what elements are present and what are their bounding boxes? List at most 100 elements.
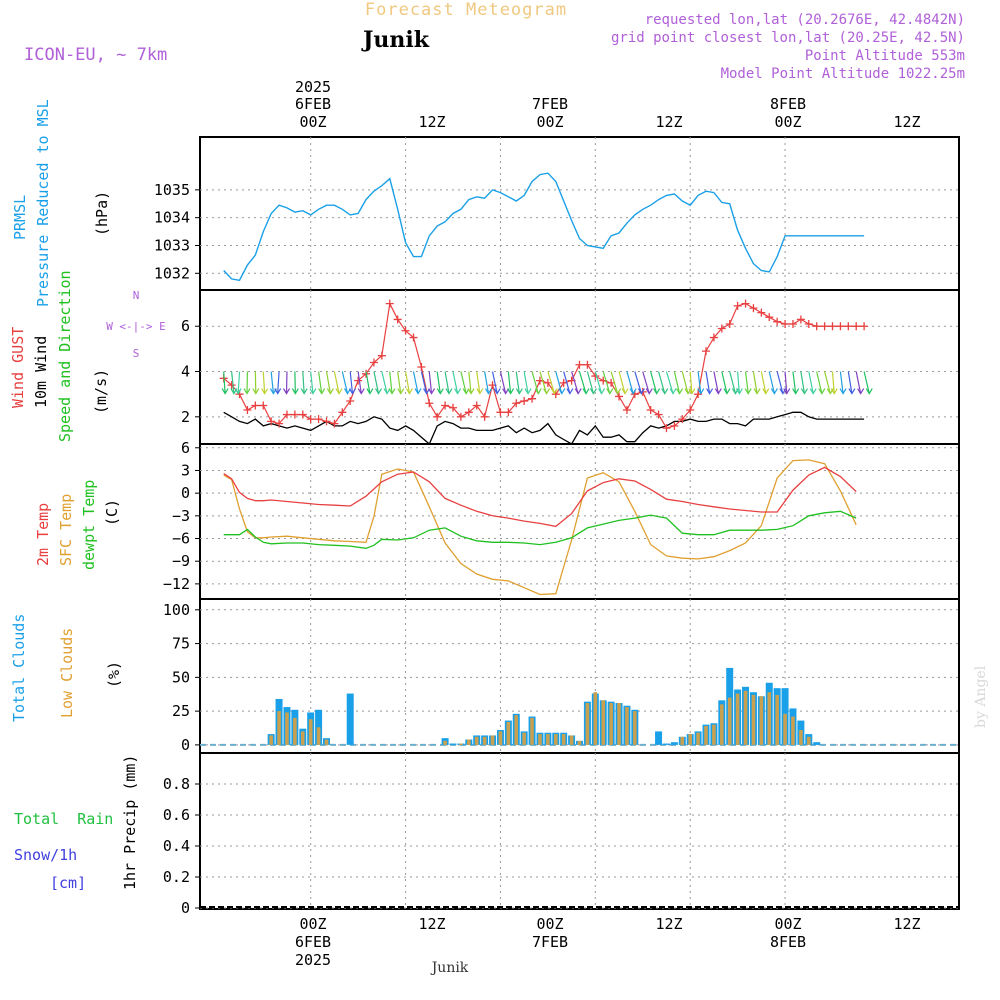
wind-arrow — [507, 371, 512, 394]
low-cloud-bar — [506, 721, 511, 745]
low-cloud-bar — [538, 734, 542, 745]
low-cloud-bar — [443, 740, 447, 745]
dewpt-line — [223, 510, 857, 549]
gust-marker — [480, 412, 489, 421]
low-cloud-bar — [482, 736, 487, 745]
wind-arrow — [420, 371, 428, 394]
wind-arrow — [697, 371, 702, 394]
wind-arrow-head — [839, 388, 847, 395]
wind-arrow — [436, 371, 441, 394]
wind-arrow — [855, 371, 862, 394]
low-cloud-bar — [799, 730, 803, 745]
gust-marker — [338, 408, 347, 417]
low-cloud-bar — [300, 731, 305, 745]
wind-arrow-head — [543, 388, 551, 395]
wind-arrow-head — [507, 388, 515, 395]
top-hour-label: 00Z — [536, 113, 563, 131]
y-tick-label: 0.6 — [163, 806, 190, 824]
top-hour-label: 12Z — [418, 113, 445, 131]
gust-marker — [575, 360, 584, 369]
wind-arrow — [223, 371, 226, 394]
wind-arrow — [231, 371, 235, 394]
gridpoint-coords: grid point closest lon,lat (20.25E, 42.5… — [611, 30, 965, 46]
wind-arrow — [824, 371, 831, 394]
gust-line — [223, 301, 865, 429]
footer-location: Junik — [430, 960, 469, 976]
bottom-hour-label: 12Z — [893, 915, 920, 933]
y-tick-label: 50 — [172, 668, 190, 686]
wind-arrow — [460, 371, 467, 394]
top-hour-label: 12Z — [893, 113, 920, 131]
low-cloud-bar — [704, 725, 708, 745]
gust-marker — [449, 403, 457, 412]
panel-0: 1032 1033 1034 1035 — [154, 136, 960, 291]
low-cloud-bar — [530, 717, 534, 745]
wind-arrow — [499, 371, 507, 394]
wind-arrow — [618, 371, 626, 394]
panel-frame — [199, 443, 960, 600]
gust-marker — [417, 363, 426, 371]
low-cloud-bar — [522, 732, 526, 745]
y-tick-label: −3 — [172, 507, 190, 525]
low-cloud-bar — [775, 694, 779, 745]
gust-marker — [401, 326, 410, 335]
low-cloud-bar — [585, 703, 590, 745]
wind-arrow — [752, 371, 758, 394]
low-cloud-bar — [569, 735, 574, 745]
gust-marker — [860, 322, 869, 331]
gust-marker — [496, 408, 505, 417]
bottom-day-label: 8FEB — [770, 933, 806, 951]
wind-arrow-head — [366, 388, 374, 395]
y-tick-label: 0.8 — [163, 775, 190, 793]
wind-arrow-head — [414, 388, 422, 395]
total-cloud-bar — [813, 742, 821, 745]
temp-label-dewpt: dewpt Temp — [80, 480, 98, 570]
y-tick-label: 3 — [181, 461, 190, 479]
low-cloud-bar — [577, 740, 582, 745]
wind-arrow-head — [574, 388, 582, 395]
wind-arrow — [610, 371, 619, 394]
credit-text: by Angel — [973, 665, 989, 728]
y-tick-label: 6 — [181, 317, 190, 335]
gust-marker — [733, 301, 742, 310]
gust-marker — [330, 419, 339, 428]
y-tick-label: 0 — [181, 899, 190, 917]
y-tick-label: −9 — [172, 552, 190, 570]
y-tick-label: 75 — [172, 635, 190, 653]
low-cloud-bar — [609, 703, 613, 745]
rain-legend: Total Rain — [14, 810, 113, 828]
wind-arrow-head — [405, 388, 413, 395]
wind-arrow-head — [688, 388, 696, 395]
wind-arrow — [389, 371, 393, 394]
gust-marker — [788, 319, 797, 328]
gust-marker — [725, 319, 734, 328]
bottom-hour-label: 00Z — [299, 915, 326, 933]
gust-label: Wind GUST — [9, 327, 27, 408]
bottom-hour-label: 00Z — [536, 915, 563, 933]
sfc-temp-line — [223, 459, 857, 596]
wind-arrow-head — [606, 388, 614, 395]
wind-arrow — [563, 371, 571, 394]
gust-marker — [282, 410, 291, 419]
wind-arrow — [681, 371, 689, 394]
wind-arrow — [831, 371, 835, 394]
gust-marker — [306, 415, 315, 424]
wind-arrow-head — [375, 388, 383, 395]
wind-arrow — [412, 371, 419, 394]
gust-marker — [267, 417, 276, 426]
wind-arrow-head — [502, 388, 510, 395]
wind-arrow-head — [809, 388, 817, 395]
low-cloud-bar — [617, 703, 621, 745]
wind-arrow-head — [261, 388, 269, 395]
wind-arrow-head — [783, 388, 791, 395]
wind-arrow — [547, 371, 555, 394]
wind-arrow — [539, 371, 548, 394]
gust-marker — [377, 351, 386, 360]
y-tick-label: 1034 — [154, 209, 190, 227]
wind-arrow-head — [383, 388, 391, 395]
wind-arrow-head — [792, 388, 800, 395]
wind-arrow-head — [550, 388, 558, 395]
wind-arrow — [657, 371, 666, 394]
wind-arrow — [808, 371, 814, 394]
gust-marker — [346, 396, 355, 405]
